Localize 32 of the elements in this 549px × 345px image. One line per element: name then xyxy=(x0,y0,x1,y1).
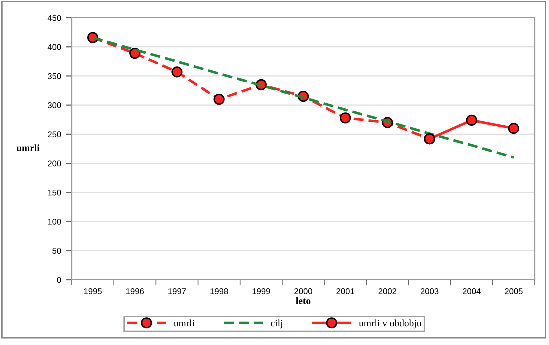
y-tick-label: 200 xyxy=(48,160,62,167)
y-axis-title: umrli xyxy=(16,144,40,152)
x-tick-label: 2002 xyxy=(378,288,397,294)
y-tick-label: 150 xyxy=(48,190,62,196)
x-tick-label: 1998 xyxy=(210,288,228,294)
y-tick-label: 450 xyxy=(48,15,62,22)
x-tick-label: 2001 xyxy=(336,288,354,294)
point xyxy=(508,123,520,134)
point xyxy=(172,66,183,78)
point xyxy=(340,112,352,124)
x-tick-label: 2003 xyxy=(420,288,439,294)
x-axis-title: leto xyxy=(296,297,311,304)
legend-label: cilj xyxy=(271,320,282,329)
point xyxy=(214,94,225,106)
x-tick-label: 2005 xyxy=(505,288,523,294)
legend-label: umrli xyxy=(174,320,195,327)
x-tick-label: 1996 xyxy=(126,288,144,294)
y-tick-label: 400 xyxy=(48,44,62,50)
y-tick-label: 300 xyxy=(48,102,62,108)
legend-label: umrli v obdobju xyxy=(359,320,422,329)
y-tick-label: 50 xyxy=(52,248,62,254)
x-tick-label: 1995 xyxy=(84,288,102,294)
y-tick-label: 100 xyxy=(48,218,62,225)
x-tick-label: 1999 xyxy=(252,288,270,294)
y-tick-label: 350 xyxy=(48,73,62,80)
y-tick-label: 0 xyxy=(57,277,62,284)
x-tick-label: 2004 xyxy=(463,288,481,294)
x-tick-label: 2000 xyxy=(294,288,312,294)
x-tick-label: 1997 xyxy=(168,288,186,294)
point xyxy=(424,134,436,145)
point xyxy=(466,114,478,126)
y-tick-label: 250 xyxy=(48,132,62,138)
